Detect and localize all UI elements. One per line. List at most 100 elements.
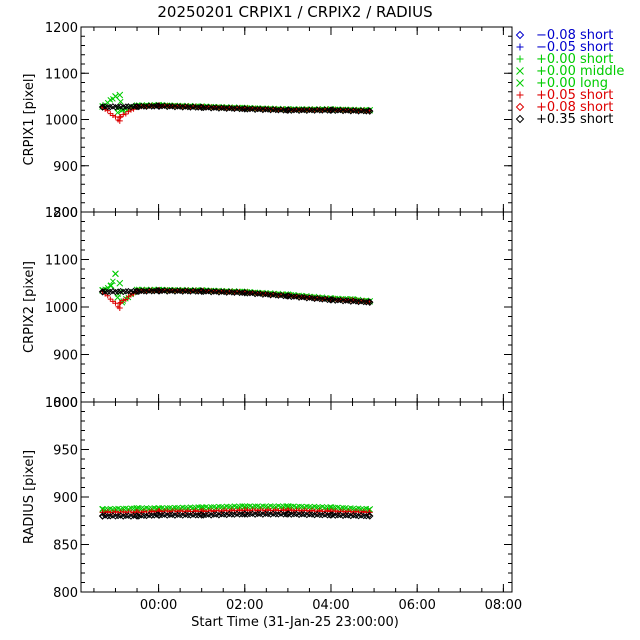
data-point <box>259 106 267 114</box>
data-point <box>324 512 331 519</box>
data-point <box>107 111 113 117</box>
data-point <box>326 296 334 304</box>
data-point <box>252 503 258 510</box>
panel-frame <box>80 401 513 593</box>
data-point <box>107 282 114 289</box>
data-point <box>238 511 246 518</box>
legend-label: −0.08 short <box>536 28 613 43</box>
legend-marker <box>515 102 525 112</box>
data-point <box>215 105 223 112</box>
data-point <box>166 511 173 519</box>
data-point <box>267 511 274 518</box>
data-point <box>122 103 130 110</box>
data-point <box>288 107 295 114</box>
y-tick-label: 900 <box>53 349 78 364</box>
data-point <box>195 288 202 295</box>
data-point <box>99 104 106 111</box>
data-point <box>223 105 230 112</box>
data-point <box>112 270 119 277</box>
data-point <box>290 510 298 518</box>
data-point <box>115 304 121 310</box>
series <box>98 510 374 520</box>
data-point <box>203 509 209 515</box>
x-tick-label: 06:00 <box>398 598 435 613</box>
data-point <box>339 107 347 115</box>
data-point <box>107 513 114 520</box>
data-point <box>236 105 243 113</box>
legend-entry: −0.05 short <box>516 40 613 55</box>
data-point <box>109 287 117 295</box>
data-point <box>120 104 127 111</box>
data-point <box>158 103 166 110</box>
data-point <box>288 511 295 518</box>
data-point <box>187 288 194 295</box>
series <box>98 287 374 306</box>
data-point <box>207 105 215 112</box>
y-tick-label: 800 <box>53 586 78 601</box>
data-point <box>282 292 290 300</box>
data-point <box>365 512 373 519</box>
data-point <box>120 513 127 520</box>
data-point <box>192 288 199 295</box>
data-point <box>246 289 254 297</box>
data-point <box>334 511 342 519</box>
legend-entry: −0.08 short <box>515 28 613 43</box>
x-tick-label: 08:00 <box>485 598 522 613</box>
data-point <box>215 512 223 519</box>
data-point <box>259 511 267 518</box>
data-point <box>215 289 223 296</box>
data-point <box>231 511 238 518</box>
data-point <box>123 111 129 117</box>
data-point <box>114 288 122 295</box>
data-point <box>275 107 282 114</box>
data-point <box>324 296 331 304</box>
data-point <box>156 512 163 519</box>
y-tick-label: 1200 <box>45 206 78 221</box>
panel-crpix2: 800 900 1000 1100 1200 CRPIX2 [pixel] <box>22 206 513 411</box>
data-point <box>244 511 251 518</box>
data-point <box>166 103 173 110</box>
data-point <box>135 103 142 111</box>
legend-label: +0.08 short <box>536 100 613 115</box>
data-point <box>114 512 122 520</box>
data-point <box>107 282 115 289</box>
data-point <box>334 107 342 114</box>
data-point <box>122 512 130 520</box>
data-point <box>125 294 131 300</box>
data-point <box>118 114 124 120</box>
data-point <box>135 288 142 296</box>
data-point <box>247 508 253 514</box>
data-point <box>115 105 121 112</box>
data-point <box>104 513 111 520</box>
data-point <box>112 93 119 100</box>
data-point <box>99 513 106 520</box>
data-point <box>298 106 305 114</box>
y-tick-label: 1100 <box>45 254 78 269</box>
data-point <box>332 297 339 304</box>
data-point <box>107 296 113 302</box>
legend-label: +0.00 middle <box>536 64 624 79</box>
data-point <box>363 108 370 115</box>
data-point <box>238 105 246 113</box>
panel-radius: 800 850 900 950 1000 RADIUS [pixel] <box>22 396 513 601</box>
data-point <box>332 512 339 519</box>
data-point <box>244 106 251 113</box>
data-point <box>179 104 186 111</box>
data-point <box>110 278 116 285</box>
data-point <box>105 108 111 114</box>
data-point <box>347 108 355 115</box>
data-point <box>311 511 318 519</box>
data-point <box>210 288 217 295</box>
data-point <box>163 103 171 111</box>
data-point <box>156 103 163 110</box>
data-point <box>267 292 274 299</box>
data-point <box>251 106 259 113</box>
data-point <box>288 293 295 301</box>
y-tick-label: 850 <box>53 539 78 554</box>
legend-entry: +0.08 short <box>515 100 613 115</box>
y-tick-label: 1000 <box>45 114 78 129</box>
data-point <box>200 288 207 296</box>
y-tick-label: 1000 <box>45 301 78 316</box>
data-point <box>319 511 326 519</box>
data-point <box>311 295 318 303</box>
